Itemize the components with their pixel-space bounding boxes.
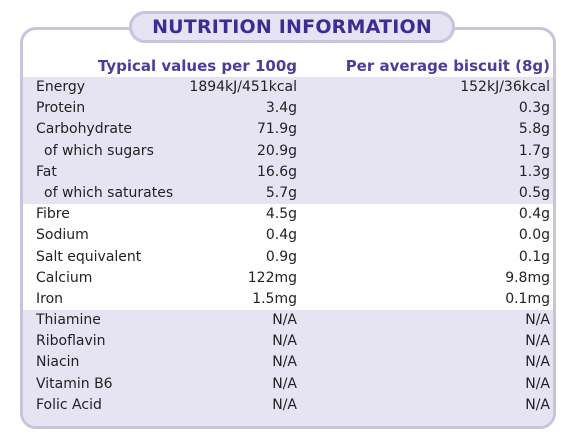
row-average: 5.8g bbox=[518, 121, 550, 138]
table-row: Sodium 0.4g 0.0g bbox=[23, 225, 553, 246]
row-average: 0.1g bbox=[518, 248, 550, 265]
table-row: of which sugars 20.9g 1.7g bbox=[23, 141, 553, 162]
row-average: 0.5g bbox=[518, 184, 550, 201]
table-row: Riboflavin N/A N/A bbox=[23, 331, 553, 352]
row-name: Fibre bbox=[36, 206, 70, 223]
row-average: 1.7g bbox=[518, 142, 550, 159]
table-row: Protein 3.4g 0.3g bbox=[23, 98, 553, 119]
band-vitamins bbox=[23, 310, 553, 426]
table-row: Niacin N/A N/A bbox=[23, 352, 553, 373]
row-typical: 20.9g bbox=[256, 142, 297, 159]
band-macros bbox=[23, 77, 553, 205]
table-row: Calcium 122mg 9.8mg bbox=[23, 268, 553, 289]
row-typical: 0.9g bbox=[265, 248, 297, 265]
row-average: 0.3g bbox=[518, 100, 550, 117]
row-name: Sodium bbox=[36, 227, 89, 244]
row-average: N/A bbox=[525, 375, 550, 392]
row-name: of which sugars bbox=[44, 142, 154, 159]
row-name: of which saturates bbox=[44, 184, 174, 201]
table-row: Energy 1894kJ/451kcal 152kJ/36kcal bbox=[23, 77, 553, 98]
row-name: Carbohydrate bbox=[36, 121, 133, 138]
row-typical: 71.9g bbox=[256, 121, 297, 138]
table-row: Fibre 4.5g 0.4g bbox=[23, 204, 553, 225]
table-row: Carbohydrate 71.9g 5.8g bbox=[23, 119, 553, 140]
row-typical: N/A bbox=[272, 312, 297, 329]
row-name: Energy bbox=[36, 79, 86, 95]
row-name: Iron bbox=[36, 290, 64, 307]
row-name: Vitamin B6 bbox=[36, 375, 113, 392]
row-average: N/A bbox=[525, 312, 550, 329]
row-typical: 3.4g bbox=[265, 100, 297, 117]
row-typical: 16.6g bbox=[256, 163, 297, 180]
row-average: 152kJ/36kcal bbox=[460, 79, 550, 95]
row-name: Thiamine bbox=[36, 312, 101, 329]
table-row: Iron 1.5mg 0.1mg bbox=[23, 289, 553, 310]
table-row: Thiamine N/A N/A bbox=[23, 310, 553, 331]
row-average: 9.8mg bbox=[505, 269, 550, 286]
table-row: Salt equivalent 0.9g 0.1g bbox=[23, 247, 553, 268]
row-typical: 4.5g bbox=[265, 206, 297, 223]
row-typical: 5.7g bbox=[265, 184, 297, 201]
row-average: 0.4g bbox=[518, 206, 550, 223]
header-typical: Typical values per 100g bbox=[97, 57, 297, 75]
row-average: 1.3g bbox=[518, 163, 550, 180]
row-average: 0.1mg bbox=[505, 290, 550, 307]
table-row: Fat 16.6g 1.3g bbox=[23, 162, 553, 183]
header-average: Per average biscuit (8g) bbox=[345, 57, 550, 75]
row-average: N/A bbox=[525, 396, 550, 413]
nutrition-panel: Typical values per 100g Per average bisc… bbox=[20, 27, 556, 429]
row-typical: N/A bbox=[272, 354, 297, 371]
row-average: 0.0g bbox=[518, 227, 550, 244]
row-name: Niacin bbox=[36, 354, 80, 371]
row-name: Protein bbox=[36, 100, 86, 117]
row-typical: 0.4g bbox=[265, 227, 297, 244]
row-typical: N/A bbox=[272, 333, 297, 350]
row-name: Riboflavin bbox=[36, 333, 106, 350]
row-name: Salt equivalent bbox=[36, 248, 142, 265]
row-average: N/A bbox=[525, 354, 550, 371]
nutrition-rows: Energy 1894kJ/451kcal 152kJ/36kcal Protein… bbox=[23, 77, 553, 416]
column-headers: Typical values per 100g Per average bisc… bbox=[23, 57, 553, 79]
row-name: Fat bbox=[36, 163, 57, 180]
row-typical: 1894kJ/451kcal bbox=[189, 79, 297, 95]
nutrition-title: NUTRITION INFORMATION bbox=[129, 11, 455, 43]
row-typical: N/A bbox=[272, 396, 297, 413]
row-typical: 122mg bbox=[247, 269, 297, 286]
row-typical: N/A bbox=[272, 375, 297, 392]
row-typical: 1.5mg bbox=[252, 290, 297, 307]
row-average: N/A bbox=[525, 333, 550, 350]
table-row: Folic Acid N/A N/A bbox=[23, 395, 553, 416]
table-row: Vitamin B6 N/A N/A bbox=[23, 374, 553, 395]
row-name: Folic Acid bbox=[36, 396, 102, 413]
table-row: of which saturates 5.7g 0.5g bbox=[23, 183, 553, 204]
row-name: Calcium bbox=[36, 269, 93, 286]
